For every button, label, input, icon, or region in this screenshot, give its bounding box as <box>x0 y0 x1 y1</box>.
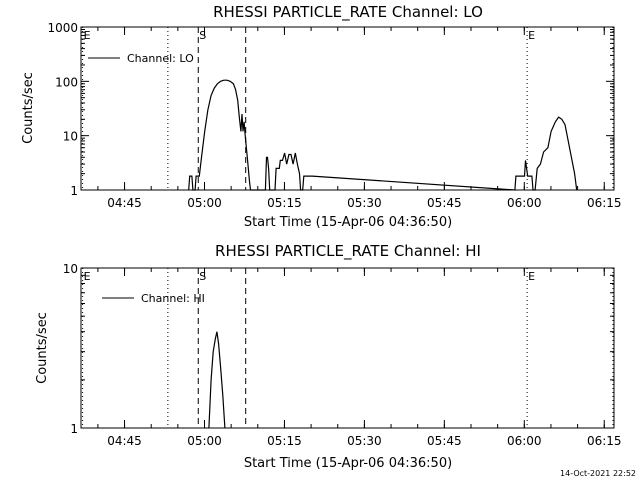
event-marker-label: E <box>84 29 91 42</box>
y-tick-label: 1000 <box>47 21 78 35</box>
data-series-line <box>188 79 578 191</box>
timestamp: 14-Oct-2021 22:52 <box>560 469 636 478</box>
x-tick-label: 05:15 <box>267 434 302 448</box>
x-tick-label: 06:15 <box>587 196 622 210</box>
panel-hi: RHESSI PARTICLE_RATE Channel: HI Counts/… <box>35 242 622 471</box>
panel-title: RHESSI PARTICLE_RATE Channel: HI <box>215 242 481 261</box>
x-tick-label: 06:15 <box>587 434 622 448</box>
y-tick-label: 100 <box>55 75 78 89</box>
panel-title: RHESSI PARTICLE_RATE Channel: LO <box>213 3 483 22</box>
y-tick-label: 1 <box>70 422 78 436</box>
event-marker-label: S <box>199 270 206 283</box>
x-tick-label: 04:45 <box>107 196 142 210</box>
y-tick-label: 10 <box>63 262 78 276</box>
x-tick-label: 06:00 <box>507 196 542 210</box>
event-marker-label: E <box>84 270 91 283</box>
x-tick-label: 05:45 <box>427 434 462 448</box>
data-series-line <box>208 331 226 429</box>
x-tick-label: 05:00 <box>187 196 222 210</box>
y-tick-label: 10 <box>63 130 78 144</box>
x-axis-label: Start Time (15-Apr-06 04:36:50) <box>244 215 452 230</box>
event-marker-label: S <box>199 29 206 42</box>
x-tick-label: 06:00 <box>507 434 542 448</box>
x-axis-label: Start Time (15-Apr-06 04:36:50) <box>244 456 452 471</box>
x-tick-label: 05:45 <box>427 196 462 210</box>
x-tick-label: 05:30 <box>347 196 382 210</box>
event-marker-label: E <box>528 270 535 283</box>
y-tick-label: 1 <box>70 184 78 198</box>
x-tick-label: 05:30 <box>347 434 382 448</box>
x-tick-label: 04:45 <box>107 434 142 448</box>
x-tick-label: 05:15 <box>267 196 302 210</box>
plot-frame <box>80 267 615 429</box>
panel-lo: RHESSI PARTICLE_RATE Channel: LO Counts/… <box>21 3 622 230</box>
y-axis-label: Counts/sec <box>21 72 36 144</box>
event-marker-label: E <box>528 29 535 42</box>
legend-label: Channel: HI <box>141 292 205 305</box>
y-axis-label: Counts/sec <box>35 312 50 384</box>
legend-label: Channel: LO <box>127 52 194 65</box>
x-tick-label: 05:00 <box>187 434 222 448</box>
plot-frame <box>80 26 615 191</box>
